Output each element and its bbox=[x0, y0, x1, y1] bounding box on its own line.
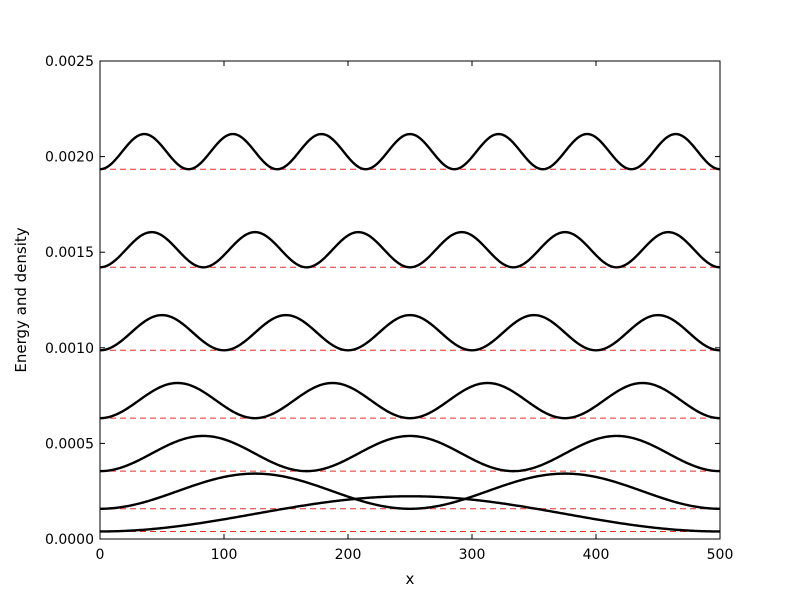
x-axis: 0 100 200 300 400 500 bbox=[96, 61, 734, 563]
x-tick-label: 200 bbox=[335, 547, 362, 563]
density-curve-6 bbox=[99, 230, 721, 269]
density-curve-7 bbox=[99, 132, 721, 171]
density-curve-2 bbox=[99, 472, 721, 510]
y-tick-label: 0.0000 bbox=[45, 532, 94, 548]
x-tick-label: 400 bbox=[583, 547, 610, 563]
plot-frame bbox=[99, 60, 721, 540]
y-axis: 0.0000 0.0005 0.0010 0.0015 0.0020 0.0025 bbox=[45, 54, 720, 548]
y-tick-label: 0.0020 bbox=[45, 150, 94, 166]
y-axis-title: Energy and density bbox=[12, 227, 30, 372]
y-tick-label: 0.0005 bbox=[45, 436, 94, 452]
density-curve-4 bbox=[99, 381, 721, 420]
x-tick-label: 100 bbox=[211, 547, 238, 563]
density-curve-1 bbox=[100, 495, 720, 533]
density-curve-3 bbox=[99, 434, 721, 473]
x-tick-label: 300 bbox=[459, 547, 486, 563]
x-tick-label: 500 bbox=[707, 547, 734, 563]
y-tick-label: 0.0010 bbox=[45, 341, 94, 357]
y-tick-label: 0.0025 bbox=[45, 54, 94, 70]
energy-levels bbox=[100, 168, 720, 532]
density-curves bbox=[99, 132, 721, 533]
density-curve-5 bbox=[99, 313, 721, 352]
x-axis-title: x bbox=[406, 570, 415, 588]
x-tick-label: 0 bbox=[96, 547, 105, 563]
y-tick-label: 0.0015 bbox=[45, 245, 94, 261]
